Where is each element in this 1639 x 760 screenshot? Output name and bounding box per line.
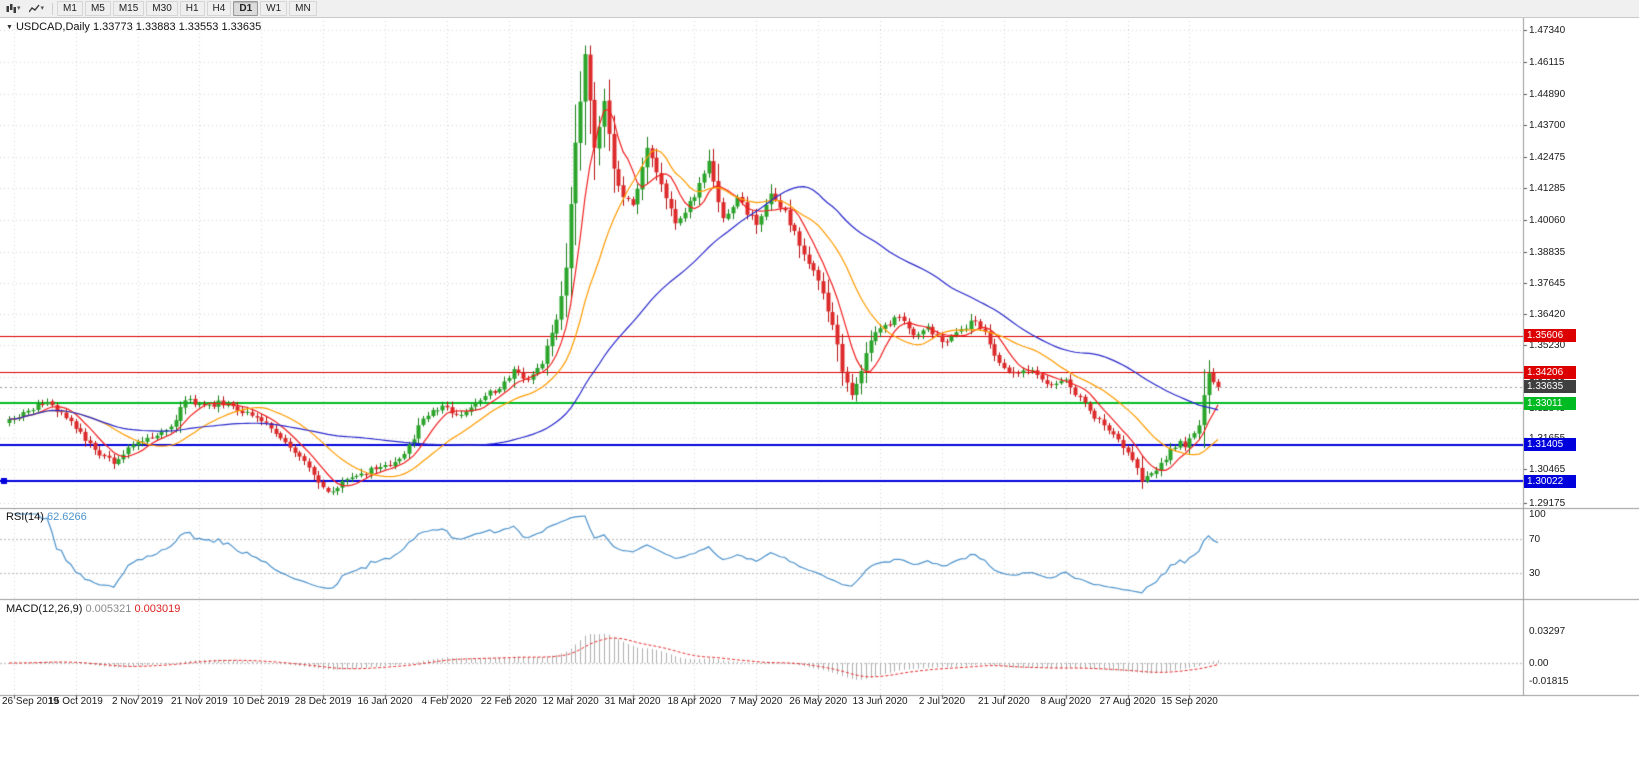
timeframe-button-d1[interactable]: D1 bbox=[233, 1, 259, 16]
date-axis-label: 12 Mar 2020 bbox=[542, 696, 599, 707]
timeframe-button-m5[interactable]: M5 bbox=[84, 1, 111, 16]
date-axis-label: 15 Sep 2020 bbox=[1161, 696, 1218, 707]
date-axis-label: 28 Dec 2019 bbox=[294, 696, 352, 707]
expand-arrow-icon: ▼ bbox=[6, 24, 13, 31]
price-axis-label: 1.37645 bbox=[1529, 277, 1566, 289]
date-axis-label: 4 Feb 2020 bbox=[421, 696, 473, 707]
price-axis-label: 1.40060 bbox=[1529, 214, 1566, 226]
date-axis-label: 10 Dec 2019 bbox=[232, 696, 290, 707]
line-chart-icon bbox=[28, 4, 40, 13]
rsi-label: RSI(14) 62.6266 bbox=[6, 511, 87, 523]
date-axis-label: 27 Aug 2020 bbox=[1099, 696, 1156, 707]
price-axis-label: 1.36420 bbox=[1529, 309, 1566, 321]
price-axis-label: 1.47340 bbox=[1529, 25, 1566, 37]
macd-label: MACD(12,26,9) 0.005321 0.003019 bbox=[6, 603, 180, 615]
timeframe-button-m1[interactable]: M1 bbox=[57, 1, 83, 16]
price-axis-label: 1.35230 bbox=[1529, 340, 1566, 352]
macd-axis-label: 0.00 bbox=[1529, 658, 1549, 669]
rsi-axis-label: 100 bbox=[1529, 509, 1546, 520]
price-axis-label: 1.30465 bbox=[1529, 464, 1566, 476]
hline-badge-1-30022: 1.30022 bbox=[1524, 474, 1576, 488]
timeframe-button-m30[interactable]: M30 bbox=[146, 1, 178, 16]
date-axis-label: 13 Jun 2020 bbox=[852, 696, 908, 707]
date-axis-label: 2 Nov 2019 bbox=[111, 696, 164, 707]
date-axis-label: 18 Apr 2020 bbox=[667, 696, 722, 707]
timeframe-button-m15[interactable]: M15 bbox=[112, 1, 145, 16]
timeframe-button-h1[interactable]: H1 bbox=[179, 1, 205, 16]
chevron-down-icon: ▾ bbox=[40, 5, 45, 12]
price-axis-label: 1.41285 bbox=[1529, 182, 1566, 194]
date-axis-label: 2 Jul 2020 bbox=[918, 696, 966, 707]
timeframe-buttons: M1 M5 M15 M30 H1 H4 D1 W1 MN bbox=[57, 1, 317, 16]
price-axis-label: 1.29175 bbox=[1529, 498, 1566, 510]
date-axis-label: 26 May 2020 bbox=[789, 696, 848, 707]
indicators-menu-button[interactable]: ▾ bbox=[25, 0, 49, 17]
date-axis-label: 7 May 2020 bbox=[730, 696, 783, 707]
rsi-value: 62.6266 bbox=[46, 511, 87, 523]
date-axis-label: 15 Oct 2019 bbox=[48, 696, 103, 707]
macd-axis-label: 0.03297 bbox=[1529, 626, 1566, 638]
chart-title: ▼ USDCAD,Daily 1.33773 1.33883 1.33553 1.… bbox=[6, 21, 261, 33]
price-axis-label: 1.44890 bbox=[1529, 88, 1566, 100]
price-axis-label: 1.46115 bbox=[1529, 57, 1565, 69]
toolbar: ▾ ▾ M1 M5 M15 M30 H1 H4 D1 W1 MN bbox=[0, 0, 1639, 18]
chart-style-button[interactable]: ▾ bbox=[2, 0, 25, 17]
hline-badge-1-34206: 1.34206 bbox=[1524, 365, 1576, 379]
price-axis[interactable]: 1.47340 1.46115 1.44890 1.43700 1.42475 1.412… bbox=[1524, 17, 1639, 707]
date-axis-label: 8 Aug 2020 bbox=[1040, 696, 1092, 707]
price-axis-label: 1.43700 bbox=[1529, 119, 1566, 131]
price-axis-label: 1.42475 bbox=[1529, 151, 1566, 163]
chart-symbol-period: USDCAD,Daily bbox=[15, 21, 90, 33]
hline-badge-1-33011: 1.33011 bbox=[1524, 396, 1576, 410]
date-axis-label: 16 Jan 2020 bbox=[357, 696, 413, 707]
toolbar-separator bbox=[52, 2, 54, 15]
macd-signal-value: 0.003019 bbox=[134, 603, 181, 615]
rsi-name: RSI(14) bbox=[6, 511, 44, 523]
macd-name: MACD(12,26,9) bbox=[6, 603, 83, 615]
price-axis-label: 1.38835 bbox=[1529, 246, 1566, 258]
ohlc-open: 1.33773 bbox=[92, 21, 133, 33]
chevron-down-icon: ▾ bbox=[17, 5, 21, 12]
timeframe-button-h4[interactable]: H4 bbox=[206, 1, 232, 16]
candlestick-chart-icon bbox=[6, 4, 16, 13]
ohlc-close: 1.33635 bbox=[221, 21, 262, 33]
rsi-axis-label: 70 bbox=[1529, 534, 1541, 546]
date-axis-label: 31 Mar 2020 bbox=[604, 696, 661, 707]
date-axis-label: 26 Sep 2019 bbox=[2, 696, 59, 707]
macd-main-value: 0.005321 bbox=[85, 603, 132, 615]
date-axis-label: 22 Feb 2020 bbox=[480, 696, 537, 707]
timeframe-button-mn[interactable]: MN bbox=[289, 1, 317, 16]
hline-badge-1-35606: 1.35606 bbox=[1524, 329, 1576, 343]
ohlc-low: 1.33553 bbox=[178, 21, 219, 33]
timeframe-button-w1[interactable]: W1 bbox=[260, 1, 288, 16]
macd-axis-label: -0.01815 bbox=[1529, 675, 1569, 687]
time-axis[interactable]: 26 Sep 2019 15 Oct 2019 2 Nov 2019 21 Nov 2… bbox=[0, 696, 1524, 707]
ohlc-high: 1.33883 bbox=[135, 21, 176, 33]
date-axis-label: 21 Jul 2020 bbox=[977, 696, 1030, 707]
date-axis-label: 21 Nov 2019 bbox=[171, 696, 228, 707]
rsi-axis-label: 30 bbox=[1529, 567, 1541, 579]
hline-badge-1-31405: 1.31405 bbox=[1524, 438, 1576, 452]
bid-price-badge: 1.33635 bbox=[1524, 380, 1576, 394]
